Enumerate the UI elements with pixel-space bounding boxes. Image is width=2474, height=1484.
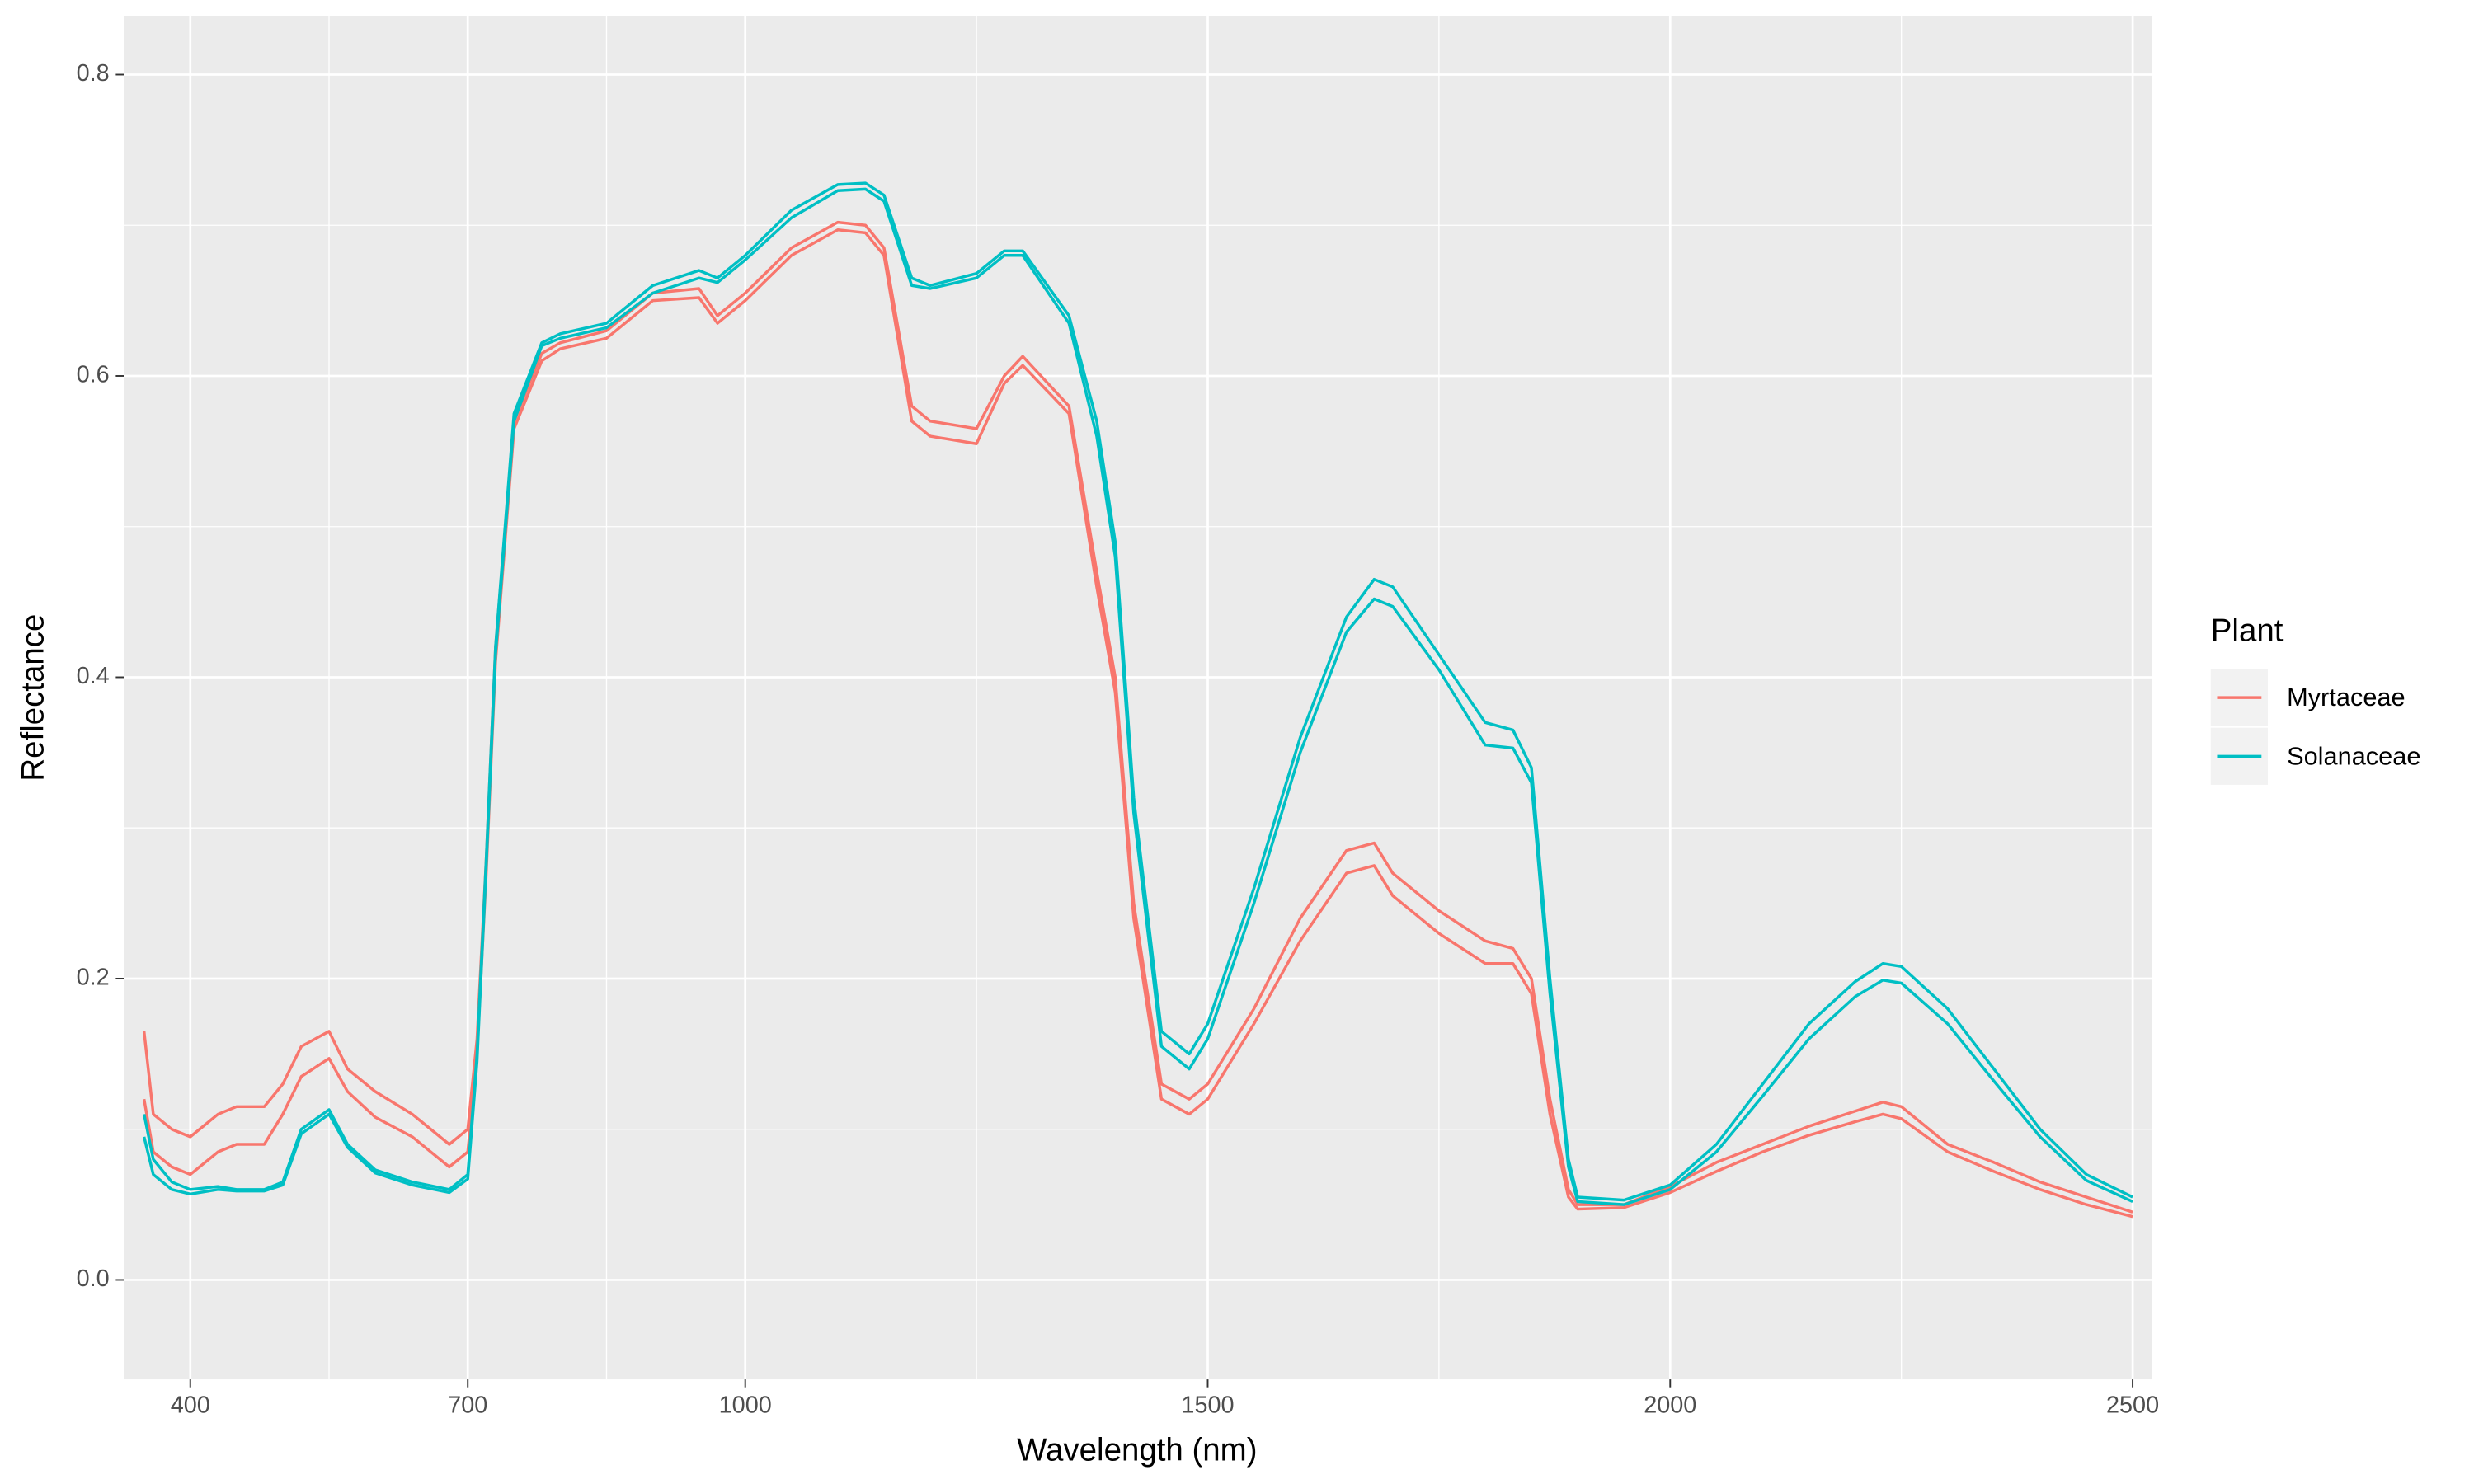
legend-label: Solanaceae [2287,741,2420,770]
panel [124,16,2152,1380]
x-tick-label: 1000 [719,1392,772,1418]
spectrum-line [142,220,2133,1214]
x-tick-label: 1500 [1181,1392,1234,1418]
y-tick-label: 0.2 [77,965,110,991]
x-tick-label: 2500 [2106,1392,2159,1418]
x-tick-label: 700 [448,1392,487,1418]
x-axis-title: Wavelength (nm) [1017,1433,1257,1468]
x-tick-label: 400 [171,1392,210,1418]
y-tick-label: 0.0 [77,1266,110,1292]
y-axis-title: Reflectance [15,614,50,782]
legend-label: Myrtaceae [2287,683,2406,711]
y-tick-label: 0.6 [77,362,110,388]
y-tick-label: 0.8 [77,60,110,87]
y-tick-label: 0.4 [77,663,110,689]
spectrum-line [142,187,2133,1206]
spectrum-line [142,181,2133,1202]
x-tick-label: 2000 [1644,1392,1696,1418]
spectrum-line [142,228,2133,1219]
legend-title: Plant [2211,613,2284,648]
